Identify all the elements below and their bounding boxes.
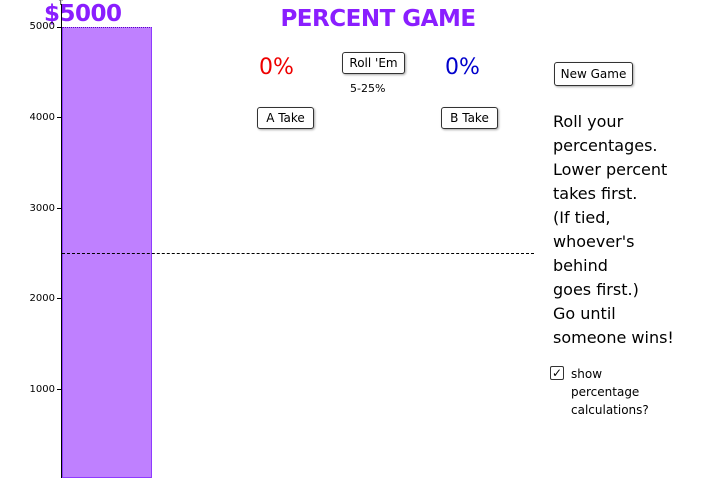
axis-arrow-icon: ↑ — [57, 0, 65, 8]
checkbox-label-line: percentage — [571, 385, 640, 399]
tick — [57, 117, 62, 118]
tick-label: 2000 — [29, 293, 55, 304]
tick-label: 3000 — [29, 203, 55, 214]
player-a-percent: 0% — [259, 55, 294, 80]
instruction-line: percentages. — [553, 136, 658, 155]
instruction-line: behind — [553, 256, 608, 275]
instruction-line: whoever's — [553, 232, 635, 251]
tick-label: 5000 — [29, 21, 55, 32]
instructions: Roll your percentages. Lower percent tak… — [553, 110, 713, 350]
tick-label: 1000 — [29, 384, 55, 395]
player-b-percent: 0% — [445, 55, 480, 80]
roll-em-button[interactable]: Roll 'Em — [342, 52, 405, 74]
instruction-line: takes first. — [553, 184, 638, 203]
tick — [57, 208, 62, 209]
instruction-line: someone wins! — [553, 328, 674, 347]
instruction-line: Roll your — [553, 112, 624, 131]
checkbox-label-line: show — [571, 367, 603, 381]
roll-range: 5-25% — [350, 82, 386, 95]
instruction-line: (If tied, — [553, 208, 611, 227]
new-game-button[interactable]: New Game — [554, 62, 633, 86]
y-axis — [61, 4, 62, 478]
show-calculations-label[interactable]: show percentage calculations? — [571, 365, 649, 419]
pot-bar — [62, 27, 152, 478]
tick-label: 4000 — [29, 112, 55, 123]
page-title: PERCENT GAME — [280, 6, 476, 32]
tick — [57, 389, 62, 390]
instruction-line: Lower percent — [553, 160, 668, 179]
halfway-line — [62, 253, 534, 254]
show-calculations-checkbox[interactable]: ✓ — [550, 366, 564, 380]
checkbox-label-line: calculations? — [571, 403, 649, 417]
a-take-button[interactable]: A Take — [257, 107, 314, 129]
pot-amount: $5000 — [44, 1, 122, 27]
tick — [57, 298, 62, 299]
instruction-line: goes first.) — [553, 280, 639, 299]
tick — [57, 27, 62, 28]
b-take-button[interactable]: B Take — [441, 107, 498, 129]
instruction-line: Go until — [553, 304, 616, 323]
